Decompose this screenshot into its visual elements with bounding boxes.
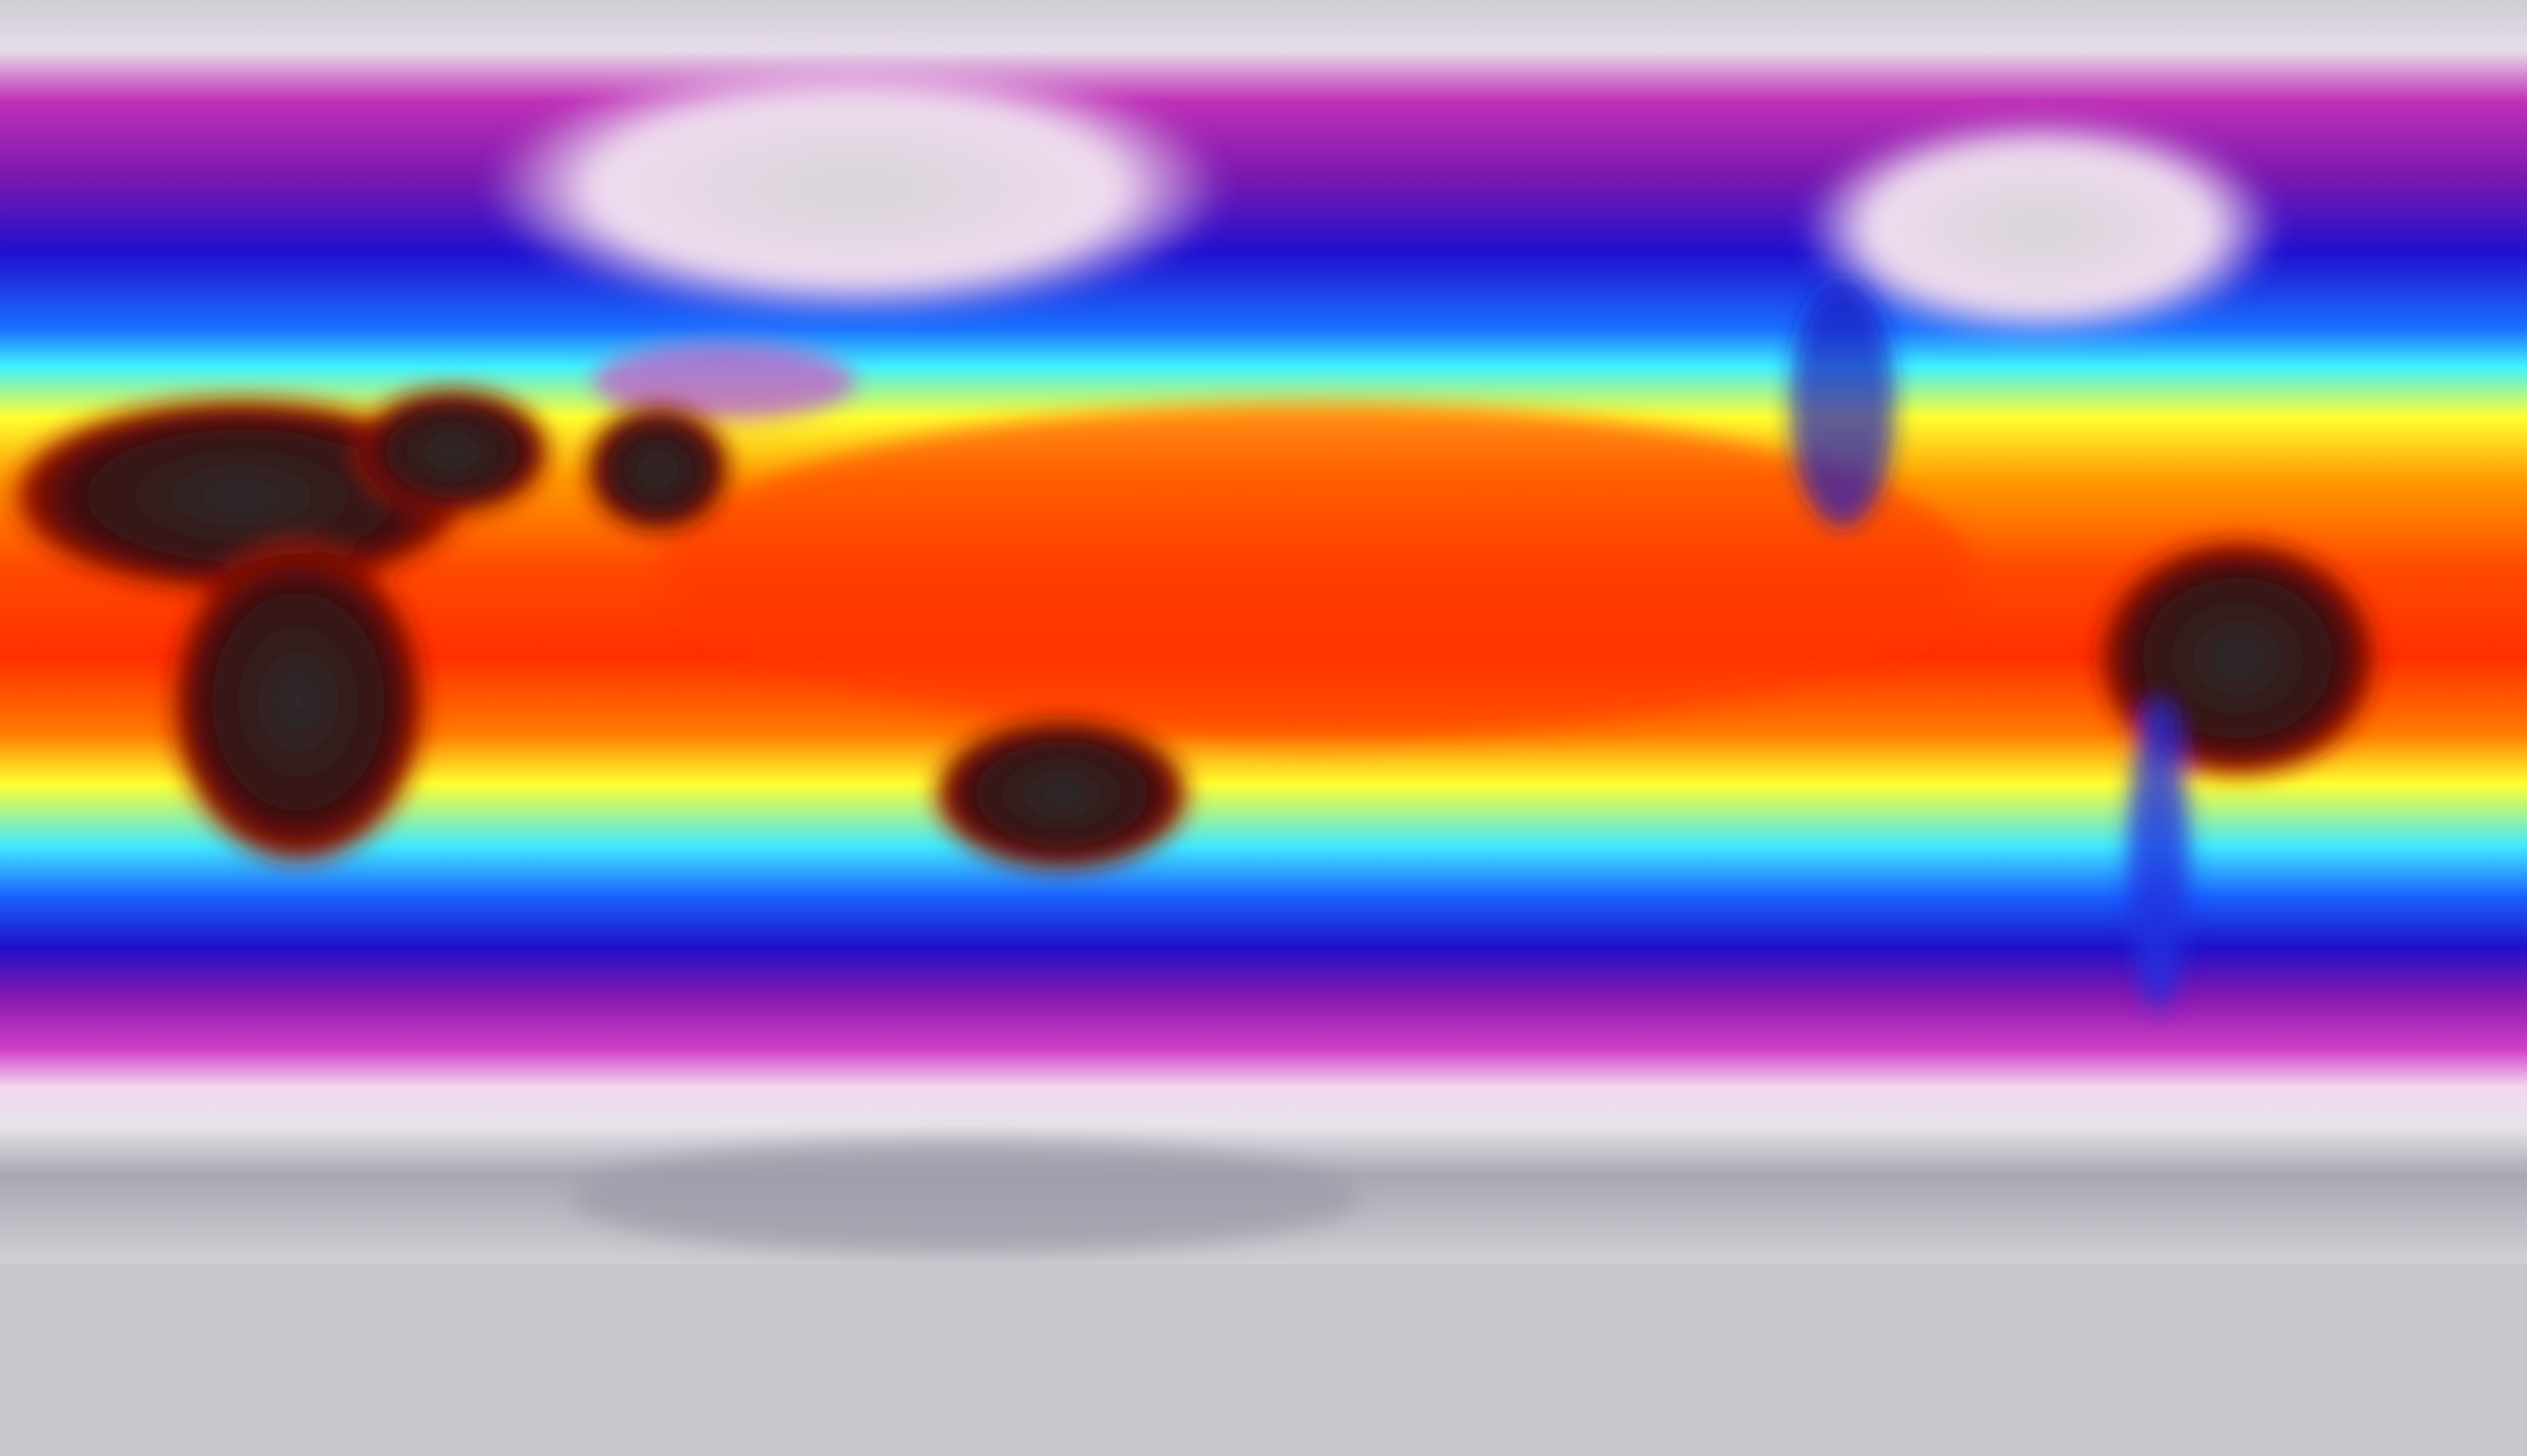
warm-pool-pacific — [658, 403, 1975, 737]
cold-north-america — [1799, 114, 2281, 343]
arabia — [351, 386, 553, 518]
andes — [2128, 701, 2189, 1009]
india — [583, 403, 733, 536]
africa-south — [166, 535, 430, 869]
cold-asia — [482, 57, 1229, 320]
temperature-map — [0, 0, 2527, 1264]
south-america — [2092, 535, 2382, 781]
australia — [930, 715, 1194, 873]
rockies — [1790, 280, 1895, 527]
antarctica — [570, 1140, 1360, 1255]
tibet-plateau — [592, 342, 856, 421]
